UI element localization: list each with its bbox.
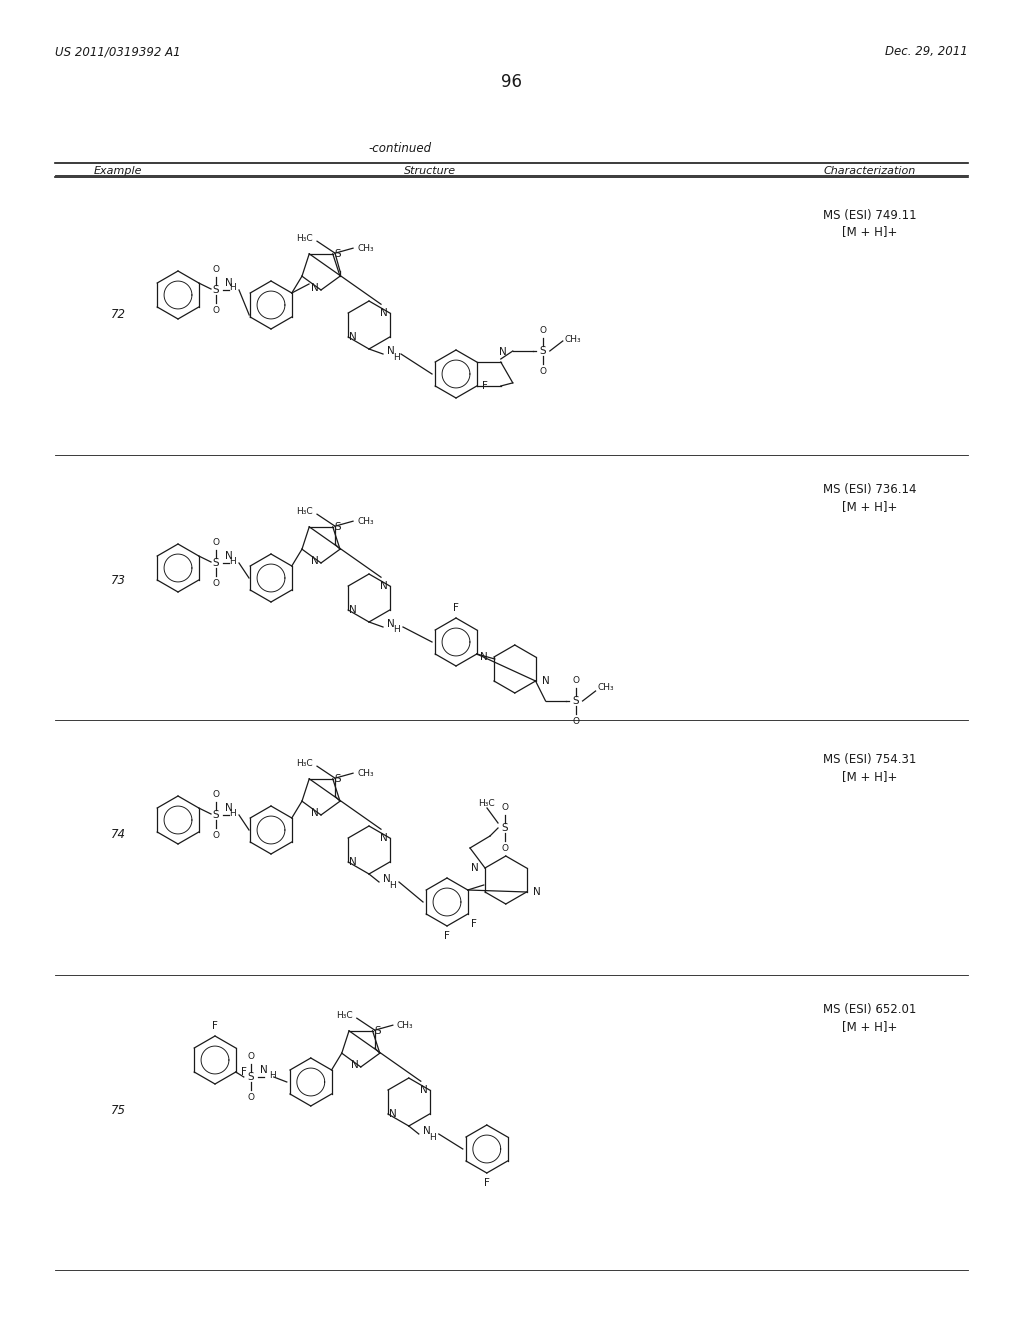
- Text: S: S: [213, 810, 219, 820]
- Text: H₃C: H₃C: [296, 234, 313, 243]
- Text: O: O: [502, 803, 509, 812]
- Text: 96: 96: [502, 73, 522, 91]
- Text: MS (ESI) 652.01: MS (ESI) 652.01: [823, 1003, 916, 1016]
- Text: [M + H]+: [M + H]+: [843, 771, 898, 784]
- Text: H: H: [228, 808, 236, 817]
- Text: 73: 73: [111, 573, 126, 586]
- Text: Characterization: Characterization: [824, 166, 916, 176]
- Text: H: H: [228, 284, 236, 293]
- Text: O: O: [572, 717, 579, 726]
- Text: F: F: [484, 1177, 489, 1188]
- Text: N: N: [387, 346, 395, 356]
- Text: S: S: [213, 285, 219, 294]
- Text: H: H: [429, 1133, 436, 1142]
- Text: O: O: [213, 832, 219, 840]
- Text: [M + H]+: [M + H]+: [843, 500, 898, 513]
- Text: N: N: [423, 1126, 431, 1137]
- Text: N: N: [420, 1085, 427, 1096]
- Text: 72: 72: [111, 309, 126, 322]
- Text: N: N: [225, 550, 232, 561]
- Text: S: S: [374, 1026, 381, 1036]
- Text: US 2011/0319392 A1: US 2011/0319392 A1: [55, 45, 180, 58]
- Text: N: N: [471, 863, 479, 873]
- Text: Structure: Structure: [403, 166, 456, 176]
- Text: N: N: [480, 652, 488, 663]
- Text: N: N: [225, 279, 232, 288]
- Text: N: N: [380, 581, 388, 591]
- Text: N: N: [351, 1060, 358, 1071]
- Text: F: F: [453, 603, 459, 612]
- Text: S: S: [335, 248, 341, 259]
- Text: S: S: [540, 346, 546, 356]
- Text: 75: 75: [111, 1104, 126, 1117]
- Text: 74: 74: [111, 829, 126, 842]
- Text: F: F: [444, 931, 450, 941]
- Text: H: H: [269, 1071, 276, 1080]
- Text: N: N: [349, 857, 357, 867]
- Text: O: O: [502, 843, 509, 853]
- Text: N: N: [311, 556, 318, 566]
- Text: N: N: [387, 619, 395, 630]
- Text: MS (ESI) 736.14: MS (ESI) 736.14: [823, 483, 916, 496]
- Text: S: S: [248, 1072, 254, 1082]
- Text: O: O: [213, 265, 219, 275]
- Text: N: N: [349, 605, 357, 615]
- Text: N: N: [389, 1109, 397, 1119]
- Text: N: N: [225, 803, 232, 813]
- Text: [M + H]+: [M + H]+: [843, 1020, 898, 1034]
- Text: H: H: [393, 626, 400, 635]
- Text: N: N: [311, 808, 318, 818]
- Text: F: F: [481, 381, 487, 391]
- Text: F: F: [241, 1067, 247, 1077]
- Text: CH₃: CH₃: [357, 516, 374, 525]
- Text: O: O: [213, 579, 219, 587]
- Text: N: N: [542, 676, 549, 686]
- Text: S: S: [213, 558, 219, 568]
- Text: Dec. 29, 2011: Dec. 29, 2011: [886, 45, 968, 58]
- Text: Example: Example: [94, 166, 142, 176]
- Text: N: N: [260, 1065, 267, 1074]
- Text: S: S: [335, 774, 341, 784]
- Text: -continued: -continued: [369, 143, 431, 156]
- Text: O: O: [247, 1093, 254, 1102]
- Text: H₃C: H₃C: [296, 507, 313, 516]
- Text: S: S: [335, 521, 341, 532]
- Text: CH₃: CH₃: [397, 1020, 414, 1030]
- Text: O: O: [213, 539, 219, 546]
- Text: S: S: [502, 822, 508, 833]
- Text: N: N: [380, 833, 388, 843]
- Text: [M + H]+: [M + H]+: [843, 226, 898, 239]
- Text: CH₃: CH₃: [357, 768, 374, 777]
- Text: MS (ESI) 754.31: MS (ESI) 754.31: [823, 754, 916, 767]
- Text: O: O: [213, 789, 219, 799]
- Text: N: N: [380, 308, 388, 318]
- Text: CH₃: CH₃: [357, 244, 374, 252]
- Text: F: F: [212, 1020, 218, 1031]
- Text: N: N: [499, 347, 507, 356]
- Text: MS (ESI) 749.11: MS (ESI) 749.11: [823, 209, 916, 222]
- Text: CH₃: CH₃: [565, 334, 582, 343]
- Text: N: N: [349, 333, 357, 342]
- Text: N: N: [311, 282, 318, 293]
- Text: F: F: [471, 919, 476, 929]
- Text: H₃C: H₃C: [296, 759, 313, 768]
- Text: O: O: [540, 326, 546, 335]
- Text: H: H: [393, 352, 400, 362]
- Text: N: N: [532, 887, 541, 898]
- Text: H₃C: H₃C: [478, 799, 495, 808]
- Text: H: H: [228, 557, 236, 565]
- Text: S: S: [572, 696, 579, 706]
- Text: O: O: [213, 306, 219, 315]
- Text: O: O: [247, 1052, 254, 1061]
- Text: O: O: [540, 367, 546, 376]
- Text: CH₃: CH₃: [598, 684, 614, 693]
- Text: H₃C: H₃C: [336, 1011, 353, 1019]
- Text: N: N: [383, 874, 391, 884]
- Text: O: O: [572, 676, 579, 685]
- Text: H: H: [389, 880, 396, 890]
